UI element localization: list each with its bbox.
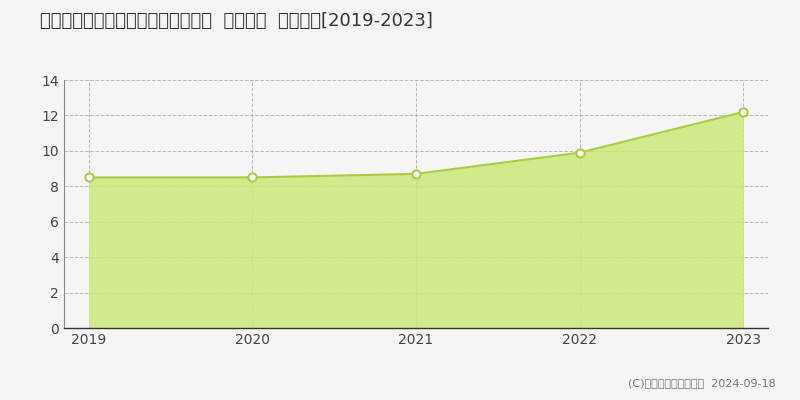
Point xyxy=(737,109,750,115)
Point xyxy=(82,174,95,181)
Point xyxy=(574,150,586,156)
Point xyxy=(246,174,258,181)
Point xyxy=(410,171,422,177)
Text: (C)土地価格ドットコム  2024-09-18: (C)土地価格ドットコム 2024-09-18 xyxy=(628,378,776,388)
Text: 北海道江別市上江別西町４２番６外  公示地価  地価推移[2019-2023]: 北海道江別市上江別西町４２番６外 公示地価 地価推移[2019-2023] xyxy=(40,12,433,30)
